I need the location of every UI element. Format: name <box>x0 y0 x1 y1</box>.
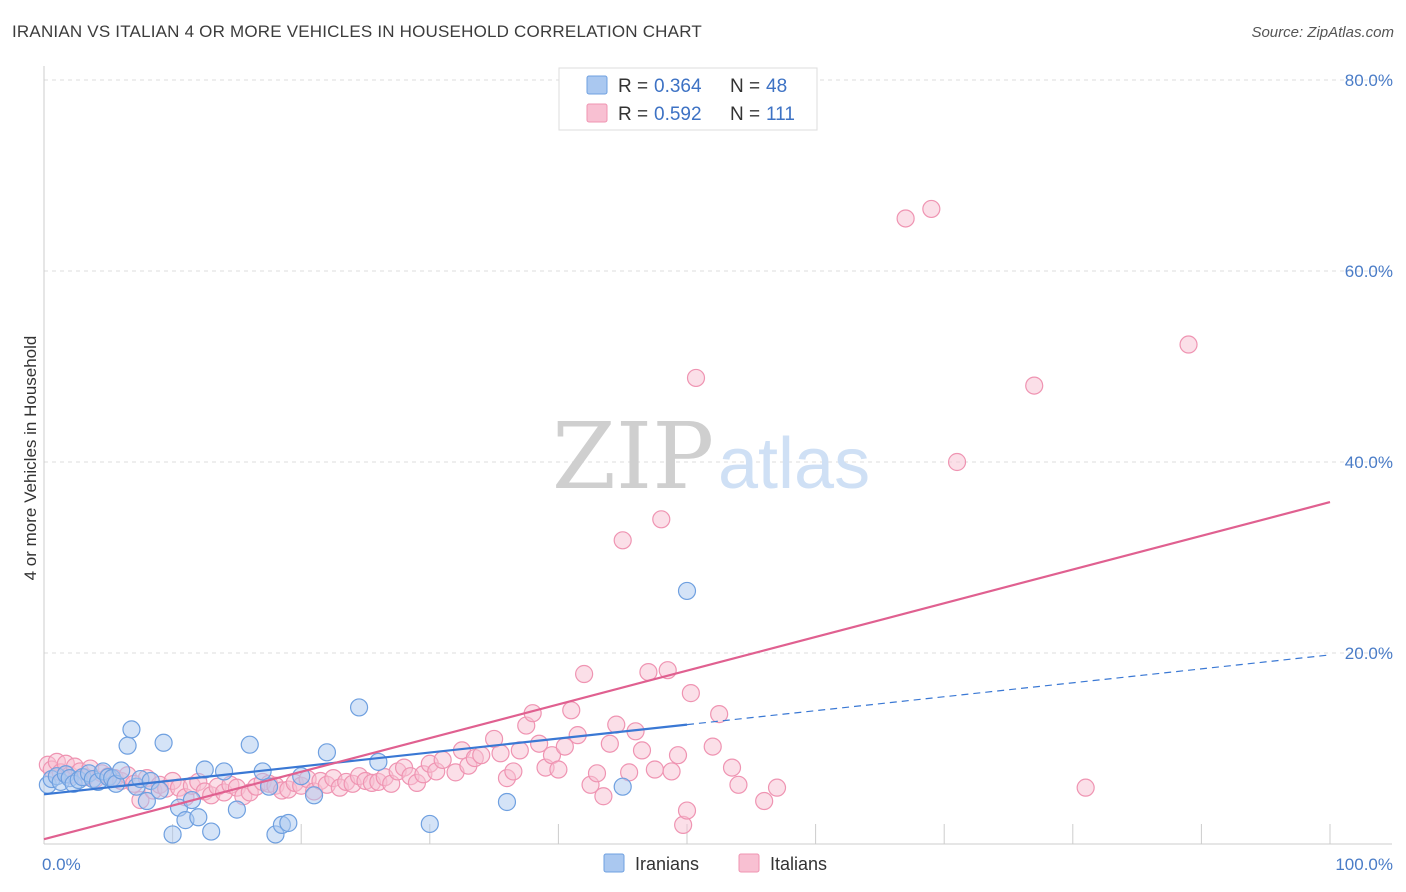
point-italians <box>587 764 607 783</box>
point-iranians <box>137 791 156 811</box>
point-iranians <box>420 814 439 834</box>
point-iranians <box>214 762 234 781</box>
point-italians <box>703 737 722 756</box>
point-iranians <box>154 733 173 752</box>
point-italians <box>491 744 510 763</box>
legend-swatch-iranians <box>586 75 608 95</box>
point-iranians <box>122 720 141 739</box>
data-points <box>38 199 1198 844</box>
point-italians <box>645 760 664 779</box>
bottom-legend-swatch-italians <box>738 853 760 873</box>
point-italians <box>613 531 632 550</box>
x-tick-label: 0.0% <box>42 855 81 874</box>
point-italians <box>652 510 671 529</box>
legend-n-value: 48 <box>766 76 787 97</box>
legend-bottom: Iranians Italians <box>603 853 827 874</box>
point-italians <box>686 368 706 388</box>
legend-swatch-italians <box>586 103 608 123</box>
point-italians <box>594 787 613 806</box>
point-italians <box>681 684 700 703</box>
point-italians <box>755 791 774 811</box>
point-italians <box>947 452 967 472</box>
source-label: Source: ZipAtlas.com <box>1251 24 1394 41</box>
y-axis-label: 4 or more Vehicles in Household <box>21 336 40 581</box>
point-iranians <box>189 808 208 827</box>
bottom-legend-swatch-iranians <box>603 853 625 873</box>
point-italians <box>1179 335 1198 354</box>
point-iranians <box>240 735 259 754</box>
legend-r-value: 0.592 <box>654 104 702 125</box>
legend-n-label: N = <box>730 76 760 97</box>
point-italians <box>722 758 742 777</box>
point-italians <box>639 662 658 682</box>
point-iranians <box>613 777 632 796</box>
trend-line-extension-iranians <box>686 654 1331 726</box>
point-iranians <box>227 800 246 819</box>
point-italians <box>896 209 915 228</box>
watermark-zip: ZIP <box>552 403 714 510</box>
point-italians <box>729 775 748 794</box>
point-italians <box>562 701 581 720</box>
point-italians <box>767 778 787 797</box>
point-italians <box>1025 376 1044 395</box>
point-iranians <box>317 743 337 762</box>
point-italians <box>668 746 688 765</box>
bottom-legend-iranians: Iranians <box>635 854 699 874</box>
legend-n-label: N = <box>730 104 760 125</box>
legend-r-label: R = <box>618 76 648 97</box>
point-iranians <box>369 752 388 771</box>
legend-n-value: 111 <box>766 104 795 125</box>
trend-lines <box>43 501 1331 841</box>
point-italians <box>433 750 452 770</box>
point-iranians <box>497 792 517 812</box>
point-italians <box>922 199 941 219</box>
point-iranians <box>304 786 324 805</box>
point-iranians <box>112 761 131 780</box>
bottom-legend-italians: Italians <box>770 854 827 874</box>
point-iranians <box>163 825 182 844</box>
chart-title: IRANIAN VS ITALIAN 4 OR MORE VEHICLES IN… <box>12 22 702 41</box>
legend-r-label: R = <box>618 104 648 125</box>
point-italians <box>662 762 681 781</box>
point-italians <box>677 801 697 820</box>
point-italians <box>575 664 594 684</box>
x-tick-label: 100.0% <box>1335 855 1393 874</box>
point-italians <box>632 741 652 760</box>
point-italians <box>1076 778 1095 797</box>
point-italians <box>600 734 619 753</box>
y-tick-label: 40.0% <box>1345 453 1393 472</box>
watermark: ZIP atlas <box>552 403 870 510</box>
point-iranians <box>279 813 298 833</box>
trend-line-italians <box>43 501 1331 841</box>
tick-labels: 20.0% 40.0% 60.0% 80.0% 0.0% 100.0% <box>42 71 1393 874</box>
point-iranians <box>349 698 369 717</box>
point-iranians <box>202 822 221 841</box>
grid-lines <box>44 79 1392 654</box>
y-tick-label: 60.0% <box>1345 262 1393 281</box>
watermark-atlas: atlas <box>718 424 870 504</box>
point-italians <box>472 746 491 765</box>
point-iranians <box>118 736 137 755</box>
y-tick-label: 80.0% <box>1345 71 1393 90</box>
y-tick-label: 20.0% <box>1345 644 1393 663</box>
point-italians <box>710 705 729 724</box>
point-italians <box>549 760 568 779</box>
point-italians <box>504 762 523 781</box>
point-iranians <box>150 781 169 800</box>
point-iranians <box>677 581 697 601</box>
axes <box>43 66 1392 845</box>
legend-top: R = 0.364 N = 48 R = 0.592 N = 111 <box>558 67 818 131</box>
legend-r-value: 0.364 <box>654 76 702 97</box>
trend-line-iranians <box>43 723 688 796</box>
